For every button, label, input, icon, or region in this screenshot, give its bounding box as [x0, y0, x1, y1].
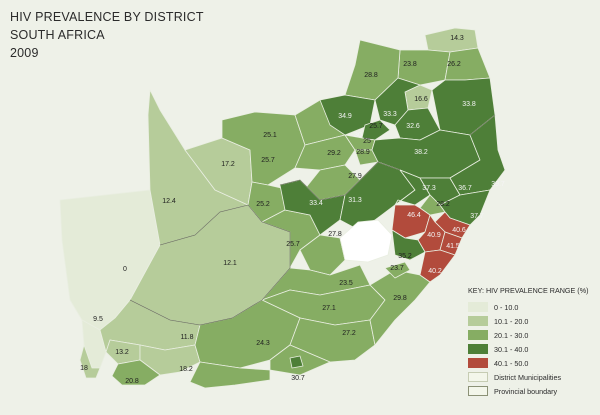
district-value-label: 13.2	[115, 349, 129, 356]
district-value-label: 40.6	[452, 227, 466, 234]
district-value-label: 40.9	[427, 232, 441, 239]
district-value-label: 27.2	[342, 330, 356, 337]
lesotho	[339, 219, 393, 263]
district-value-label: 11.8	[180, 334, 193, 341]
legend-label: 30.1 - 40.0	[494, 344, 529, 354]
legend-label: District Municipalities	[494, 372, 562, 382]
legend-swatch	[468, 344, 488, 354]
district-value-label: 29.8	[393, 295, 407, 302]
district-value-label: 30	[354, 132, 362, 139]
district-value-label: 23.5	[339, 280, 353, 287]
legend-label: 0 - 10.0	[494, 302, 519, 312]
district-region[interactable]	[374, 77, 421, 126]
district-value-label: 25	[363, 138, 371, 145]
district-value-label: 28.2	[436, 201, 450, 208]
legend-swatch	[468, 358, 488, 368]
legend-title: KEY: HIV PREVALENCE RANGE (%)	[468, 286, 589, 295]
district-region[interactable]	[289, 355, 304, 369]
district-value-label: 9.5	[93, 316, 103, 323]
district-value-label: 0	[123, 266, 127, 273]
district-region[interactable]	[419, 194, 446, 216]
district-region[interactable]	[369, 269, 431, 346]
provincial-boundaries	[129, 114, 496, 326]
district-region[interactable]	[384, 261, 411, 279]
district-value-label: 14.3	[450, 35, 464, 42]
legend-label: 40.1 - 50.0	[494, 358, 529, 368]
district-region[interactable]	[419, 249, 456, 283]
district-value-label: 33.4	[309, 200, 323, 207]
district-value-label: 20.8	[125, 378, 139, 385]
map-title: HIV PREVALENCE BY DISTRICT SOUTH AFRICA …	[10, 8, 204, 62]
district-value-label: 24.3	[256, 340, 270, 347]
legend-item: 0 - 10.0	[468, 300, 596, 314]
district-value-label: 28.9	[356, 149, 370, 156]
legend-swatch	[468, 330, 488, 340]
legend-item: Provincial boundary	[468, 384, 596, 398]
legend-item: 20.1 - 30.0	[468, 328, 596, 342]
district-value-label: 40.2	[428, 268, 442, 275]
district-value-label: 46.4	[407, 212, 421, 219]
district-value-label: 27.9	[348, 173, 362, 180]
district-value-label: 41.5	[446, 243, 460, 250]
district-value-label: 25.7	[261, 157, 275, 164]
district-region[interactable]	[361, 119, 391, 141]
district-value-label: 25.7	[286, 241, 300, 248]
district-value-label: 17.2	[221, 161, 235, 168]
district-value-label: 33.8	[462, 101, 476, 108]
district-value-label: 25.1	[263, 132, 277, 139]
district-value-label: 12.4	[162, 198, 176, 205]
district-value-label: 37.3	[422, 185, 436, 192]
district-value-label: 38.2	[414, 149, 428, 156]
district-region[interactable]	[189, 361, 271, 389]
legend-label: 20.1 - 30.0	[494, 330, 529, 340]
district-value-label: 18	[80, 365, 88, 372]
district-value-label: 25.7	[369, 123, 383, 130]
district-polygons	[59, 27, 506, 389]
district-labels: 14.3 23.8 26.2 28.8 16.6 33.8 34.9 33.3 …	[80, 35, 505, 385]
legend-swatch	[468, 316, 488, 326]
district-value-label: 32.6	[406, 123, 420, 130]
legend-item: 10.1 - 20.0	[468, 314, 596, 328]
district-region[interactable]	[294, 134, 356, 171]
district-value-label: 36.7	[458, 185, 472, 192]
district-value-label: 37.7	[470, 213, 484, 220]
district-region[interactable]	[111, 359, 161, 386]
district-region[interactable]	[79, 344, 101, 379]
district-value-label: 23.8	[403, 61, 417, 68]
district-value-label: 25.2	[256, 201, 270, 208]
district-value-label: 16.6	[414, 96, 428, 103]
district-value-label: 23.7	[390, 265, 404, 272]
district-value-label: 31.3	[348, 197, 362, 204]
district-value-label: 34.9	[338, 113, 352, 120]
district-value-label: 33.3	[383, 111, 397, 118]
legend-swatch	[468, 302, 488, 312]
district-value-label: 26.2	[447, 61, 461, 68]
title-line-2: SOUTH AFRICA	[10, 28, 105, 42]
district-value-label: 35.2	[398, 253, 412, 260]
legend-item: District Municipalities	[468, 370, 596, 384]
legend-item: 30.1 - 40.0	[468, 342, 596, 356]
district-value-label: 27.8	[328, 231, 342, 238]
map-legend: KEY: HIV PREVALENCE RANGE (%) 0 - 10.0 1…	[468, 286, 596, 398]
district-value-label: 39.7	[491, 181, 505, 188]
district-value-label: 28.8	[364, 72, 378, 79]
district-value-label: 12.1	[223, 260, 237, 267]
title-line-3: 2009	[10, 46, 39, 60]
title-line-1: HIV PREVALENCE BY DISTRICT	[10, 10, 204, 24]
legend-label: Provincial boundary	[494, 386, 558, 396]
district-value-label: 18.2	[179, 366, 193, 373]
legend-swatch	[468, 372, 488, 382]
district-value-label: 27.1	[322, 305, 336, 312]
district-value-label: 29.2	[327, 150, 341, 157]
district-value-label: 30.7	[291, 375, 305, 382]
legend-label: 10.1 - 20.0	[494, 316, 529, 326]
legend-swatch	[468, 386, 488, 396]
legend-item: 40.1 - 50.0	[468, 356, 596, 370]
